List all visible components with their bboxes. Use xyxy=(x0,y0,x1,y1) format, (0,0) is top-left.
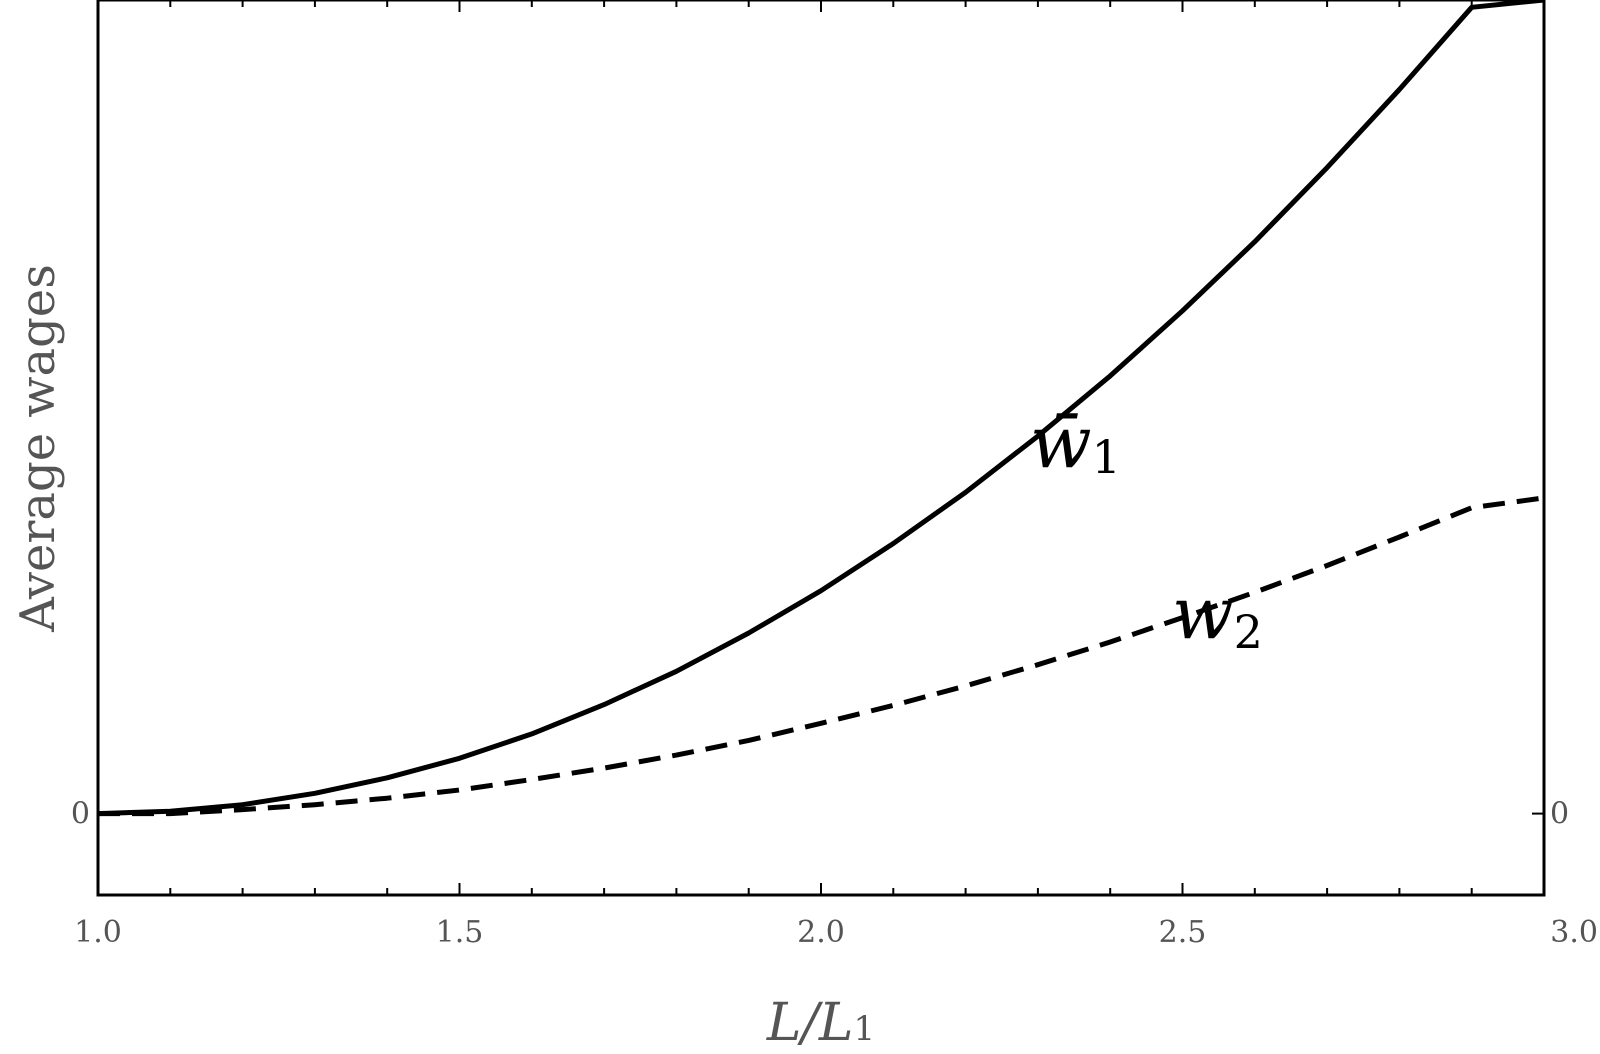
x-axis-title-main: L/L xyxy=(766,993,854,1053)
series-label-w2: w2 xyxy=(1172,571,1263,659)
x-tick-label: 2.0 xyxy=(797,915,845,950)
x-axis-title-sub: 1 xyxy=(853,1009,875,1049)
series-layer xyxy=(97,0,1545,817)
x-axis-title: L/L1 xyxy=(766,993,875,1053)
y-tick-label-right: 0 xyxy=(1550,797,1569,832)
x-tick-label: 1.5 xyxy=(436,915,484,950)
plot-frame xyxy=(96,0,1546,897)
y-tick-label-left: 0 xyxy=(71,797,90,832)
series-line-2 xyxy=(98,495,1545,817)
series-label-w2-main: w xyxy=(1172,571,1234,655)
ticks-layer xyxy=(97,0,1545,895)
x-tick-label: 2.5 xyxy=(1159,915,1207,950)
series-label-w1: w̄1 xyxy=(1030,400,1121,484)
series-label-w2-sub: 2 xyxy=(1234,605,1263,659)
tick-labels: 1.0 1.5 2.0 2.5 3.0 0 0 xyxy=(71,797,1598,950)
x-tick-label: 3.0 xyxy=(1550,915,1598,950)
y-axis-title: Average wages xyxy=(10,264,66,633)
series-label-w1-sub: 1 xyxy=(1092,430,1121,484)
series-line-1 xyxy=(97,0,1545,817)
series-label-w1-main: w̄ xyxy=(1030,400,1092,484)
x-tick-label: 1.0 xyxy=(74,915,122,950)
